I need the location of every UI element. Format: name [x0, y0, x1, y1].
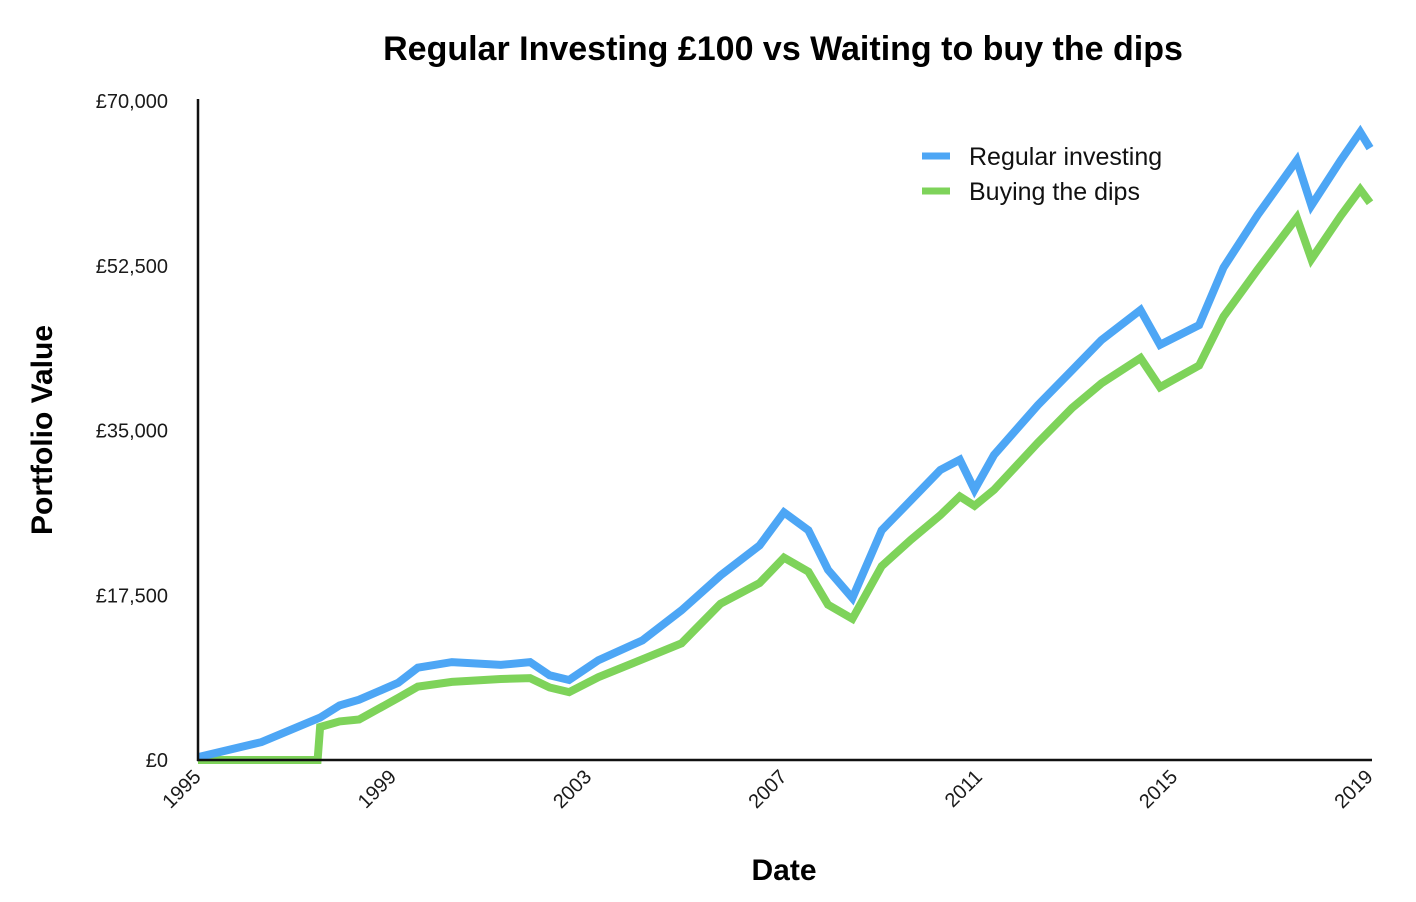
x-tick-label: 2011	[941, 766, 987, 812]
legend: Regular investing Buying the dips	[922, 143, 1162, 206]
x-tick-label: 1999	[354, 766, 401, 813]
y-tick-labels: £0 £17,500 £35,000 £52,500 £70,000	[96, 91, 168, 772]
x-tick-labels: 1995 1999 2003 2007 2011 2015 2019	[159, 766, 1378, 813]
series-line-regular-investing	[197, 124, 1374, 762]
x-tick-label: 2003	[549, 766, 596, 813]
y-tick-label: £0	[146, 750, 168, 772]
legend-label-regular-investing: Regular investing	[969, 143, 1162, 171]
x-tick-label: 2015	[1135, 766, 1182, 813]
y-tick-label: £70,000	[96, 91, 168, 113]
y-tick-label: £52,500	[96, 256, 168, 278]
x-axis-label: Date	[751, 854, 816, 887]
y-tick-label: £17,500	[96, 585, 168, 607]
series-layer	[197, 124, 1374, 764]
legend-label-buying-the-dips: Buying the dips	[969, 178, 1140, 206]
x-tick-label: 2019	[1331, 766, 1378, 813]
series-line-buying-the-dips	[198, 182, 1374, 764]
y-axis-label: Portfolio Value	[26, 325, 59, 535]
y-tick-label: £35,000	[96, 421, 168, 443]
x-tick-label: 2007	[745, 766, 792, 813]
x-tick-label: 1995	[159, 766, 206, 813]
chart-title: Regular Investing £100 vs Waiting to buy…	[383, 30, 1183, 68]
